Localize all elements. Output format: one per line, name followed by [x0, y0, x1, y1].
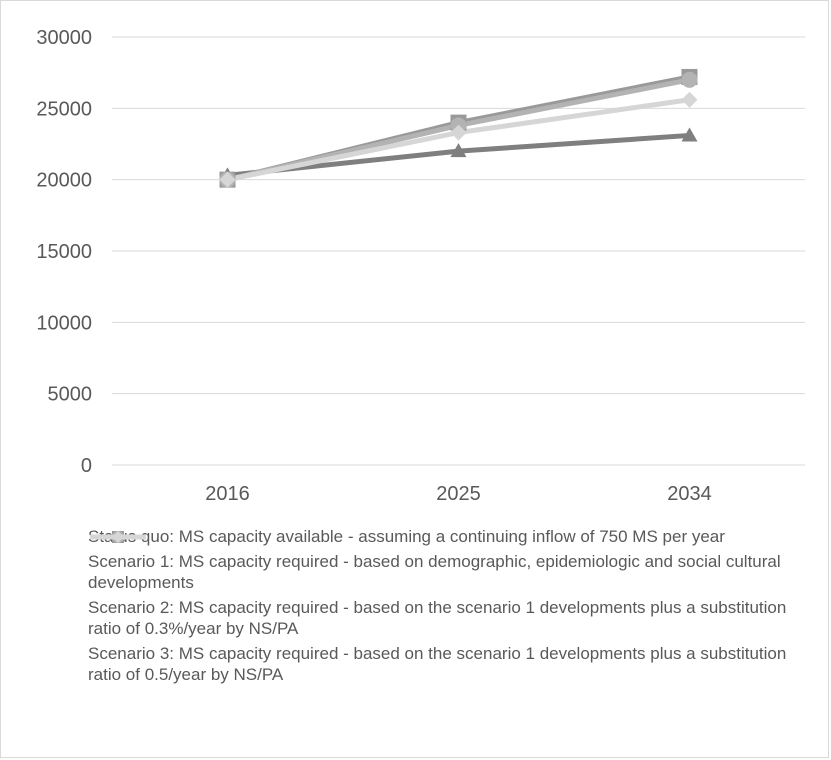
legend: Status quo: MS capacity available - assu… — [88, 526, 808, 689]
data-point-s3-2 — [681, 91, 698, 108]
y-tick-label-2: 10000 — [36, 312, 92, 334]
legend-item-scenario-1: Scenario 1: MS capacity required - based… — [88, 531, 808, 593]
legend-swatch-scenario-3 — [90, 531, 146, 543]
x-tick-label-1: 2025 — [436, 483, 481, 505]
legend-label-scenario-3: Scenario 3: MS capacity required - based… — [88, 644, 787, 684]
y-tick-label-3: 15000 — [36, 241, 92, 263]
data-point-s0-1 — [450, 143, 467, 158]
data-point-s3-0 — [219, 171, 236, 188]
y-tick-label-6: 30000 — [36, 27, 92, 49]
y-tick-label-5: 25000 — [36, 98, 92, 120]
legend-item-status-quo: Status quo: MS capacity available - assu… — [88, 526, 808, 547]
legend-item-scenario-3: Scenario 3: MS capacity required - based… — [88, 531, 808, 685]
data-point-s3-1 — [450, 124, 467, 141]
y-tick-label-0: 0 — [81, 455, 92, 477]
legend-label-scenario-2: Scenario 2: MS capacity required - based… — [88, 598, 787, 638]
x-tick-label-2: 2034 — [667, 483, 712, 505]
line-chart: 0 5000 10000 15000 20000 25000 30000 2016 2025 20… — [36, 27, 805, 505]
legend-label-status-quo: Status quo: MS capacity available - assu… — [88, 527, 725, 546]
data-point-s2-2 — [681, 71, 698, 88]
x-tick-label-0: 2016 — [205, 483, 250, 505]
legend-label-scenario-1: Scenario 1: MS capacity required - based… — [88, 552, 781, 592]
y-tick-label-1: 5000 — [48, 384, 93, 406]
y-tick-label-4: 20000 — [36, 170, 92, 192]
data-point-s0-2 — [681, 127, 698, 142]
legend-item-scenario-2: Scenario 2: MS capacity required - based… — [88, 531, 808, 639]
